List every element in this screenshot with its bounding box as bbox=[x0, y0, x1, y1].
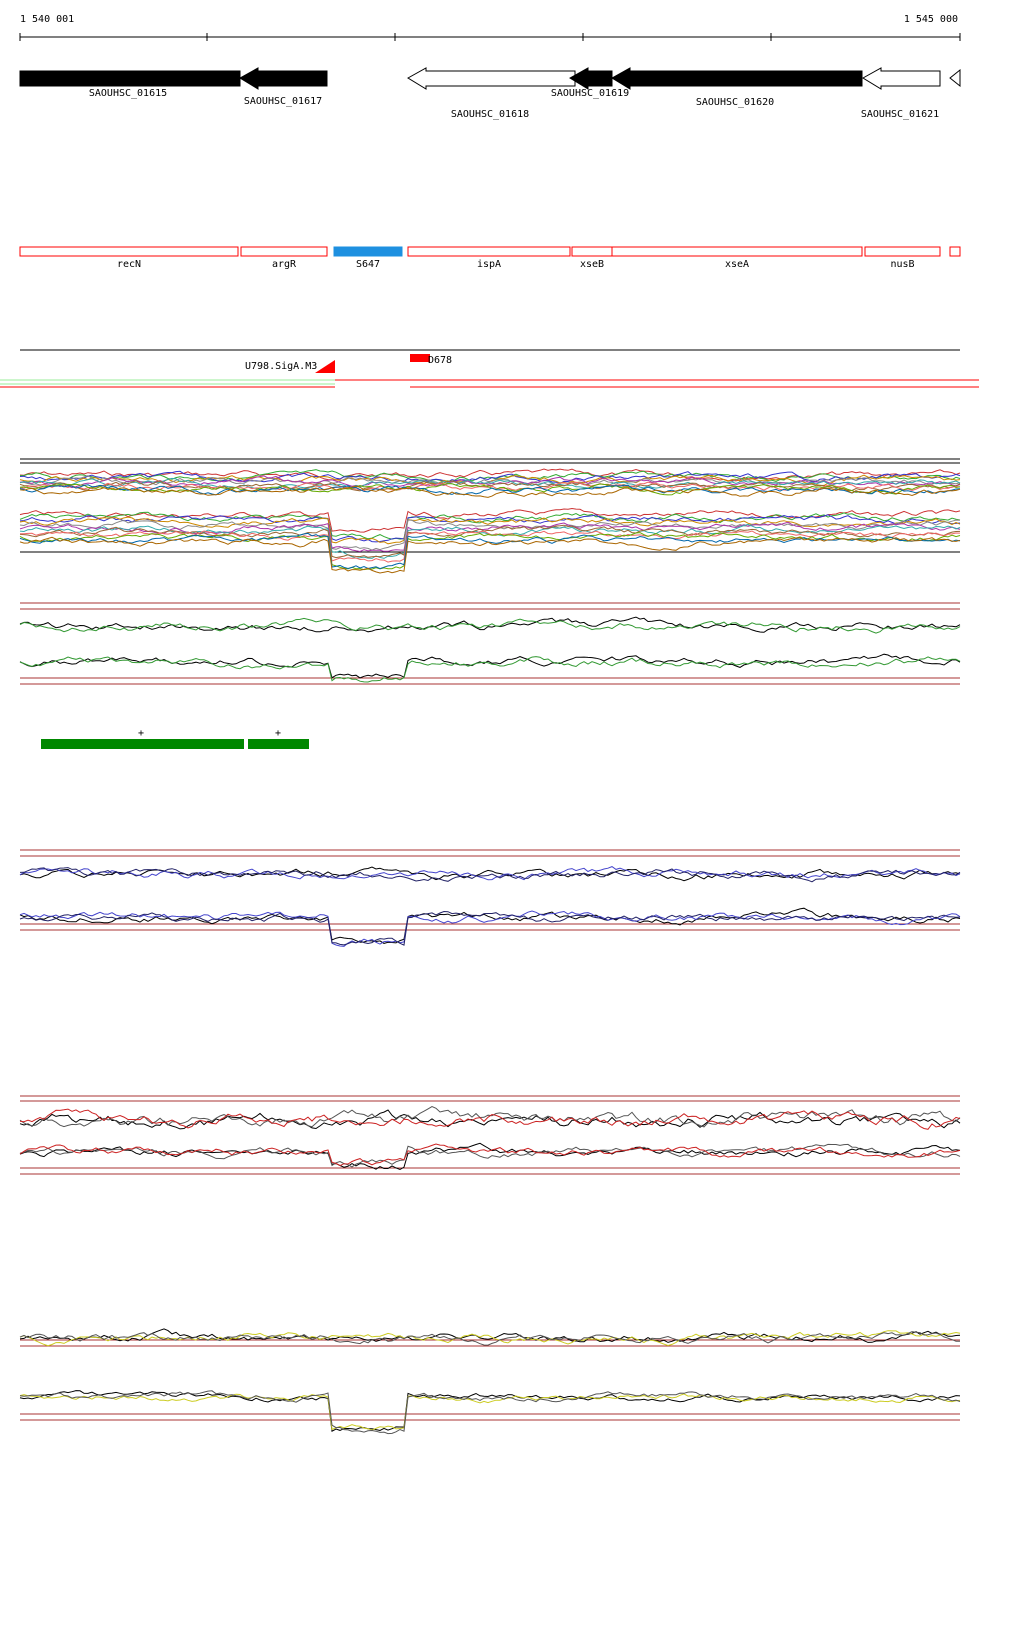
feature bbox=[407, 246, 571, 257]
track-line bbox=[19, 477, 961, 492]
gene-label: SAOUHSC_01621 bbox=[861, 109, 939, 120]
feature-label: recN bbox=[117, 259, 141, 270]
feature bbox=[611, 246, 863, 257]
track-line bbox=[19, 523, 961, 559]
feature bbox=[19, 246, 239, 257]
gene-label: SAOUHSC_01617 bbox=[244, 96, 322, 107]
promoter-label: U798.SigA.M3 bbox=[245, 361, 317, 372]
promoter-marker bbox=[315, 360, 335, 373]
track-line bbox=[19, 521, 961, 553]
gene-label: SAOUHSC_01618 bbox=[451, 109, 529, 120]
track-line bbox=[19, 514, 961, 543]
end-coordinate: 1 545 000 bbox=[904, 14, 958, 25]
track-line bbox=[19, 1108, 961, 1130]
gene-label: SAOUHSC_01619 bbox=[551, 88, 629, 99]
feature-label: ispA bbox=[477, 259, 501, 270]
track-line bbox=[19, 532, 961, 570]
track-line bbox=[19, 617, 961, 634]
track-line bbox=[19, 1390, 961, 1435]
segment bbox=[248, 739, 309, 749]
start-coordinate: 1 540 001 bbox=[20, 14, 74, 25]
feature-label: argR bbox=[272, 259, 297, 270]
gene bbox=[949, 68, 961, 88]
track-line bbox=[19, 1142, 961, 1171]
track-line bbox=[19, 1390, 961, 1432]
track-line bbox=[19, 536, 961, 574]
feature bbox=[864, 246, 941, 257]
gene bbox=[19, 70, 241, 87]
gene bbox=[569, 67, 613, 90]
segment-label: + bbox=[138, 728, 144, 739]
track-line bbox=[19, 867, 961, 883]
track-line bbox=[19, 1330, 961, 1347]
gene bbox=[239, 67, 328, 90]
track-line bbox=[19, 907, 961, 944]
segment-label: + bbox=[275, 728, 281, 739]
gene-label: SAOUHSC_01620 bbox=[696, 97, 774, 108]
promoter-label: D678 bbox=[428, 355, 452, 366]
feature-label: xseB bbox=[580, 259, 604, 270]
track-line bbox=[19, 653, 961, 679]
track-line bbox=[19, 910, 961, 947]
gene bbox=[407, 67, 576, 90]
track-line bbox=[19, 1328, 961, 1343]
feature bbox=[571, 246, 613, 257]
track-line bbox=[19, 866, 961, 881]
feature-label: nusB bbox=[890, 259, 914, 270]
track-line bbox=[19, 475, 961, 489]
feature bbox=[333, 246, 403, 257]
track-line bbox=[19, 1143, 961, 1167]
track-line bbox=[19, 530, 961, 563]
gene bbox=[862, 67, 941, 90]
track-line bbox=[19, 1393, 961, 1431]
feature-label: S647 bbox=[356, 259, 380, 270]
gene bbox=[611, 67, 863, 90]
track-line bbox=[19, 475, 961, 486]
feature-label: xseA bbox=[725, 259, 749, 270]
track-line bbox=[19, 524, 961, 559]
track-line bbox=[19, 910, 961, 946]
track-line bbox=[19, 469, 961, 483]
feature bbox=[949, 246, 961, 257]
track-line bbox=[19, 1331, 960, 1346]
coverage-lines bbox=[0, 379, 979, 388]
promoter-marker bbox=[410, 354, 430, 362]
track-line bbox=[19, 470, 961, 485]
feature bbox=[240, 246, 328, 257]
gene-label: SAOUHSC_01615 bbox=[89, 88, 167, 99]
track-line bbox=[19, 1109, 961, 1130]
track-line bbox=[19, 481, 961, 492]
track-line bbox=[19, 616, 961, 633]
track-line bbox=[19, 485, 961, 498]
segment bbox=[41, 739, 244, 749]
track-line bbox=[19, 484, 961, 496]
track-line bbox=[19, 656, 961, 683]
